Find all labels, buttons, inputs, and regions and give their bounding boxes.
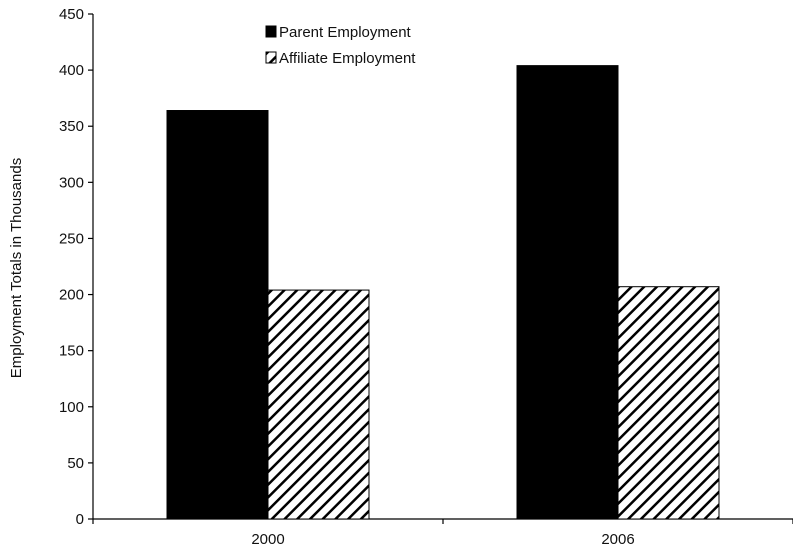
y-tick-label: 50 <box>67 455 84 472</box>
y-tick-label: 400 <box>59 62 84 79</box>
bar-parent-2000 <box>166 110 269 520</box>
x-category-label: 2000 <box>251 531 284 548</box>
legend-swatch <box>265 25 277 38</box>
legend-swatch <box>265 51 277 64</box>
bar-affiliate-2006 <box>617 286 720 520</box>
legend: Parent Employment Affiliate Employment <box>265 24 416 67</box>
bars <box>166 65 720 520</box>
x-category-label: 2006 <box>601 531 634 548</box>
y-tick-label: 100 <box>59 399 84 416</box>
bar-affiliate-2000 <box>267 289 370 520</box>
y-axis-title: Employment Totals in Thousands <box>8 158 25 378</box>
bar-parent-2006 <box>516 65 619 520</box>
y-tick-label: 300 <box>59 174 84 191</box>
y-tick-label: 200 <box>59 287 84 304</box>
y-tick-label: 450 <box>59 6 84 23</box>
y-tick-label: 150 <box>59 343 84 360</box>
y-tick-label: 350 <box>59 118 84 135</box>
y-tick-label: 0 <box>76 511 84 528</box>
legend-label: Affiliate Employment <box>279 50 416 67</box>
y-tick-label: 250 <box>59 230 84 247</box>
legend-label: Parent Employment <box>279 24 412 41</box>
axis-labels: 0 50 100 150 200 250 300 350 400 450 2000 2006 <box>59 6 635 548</box>
